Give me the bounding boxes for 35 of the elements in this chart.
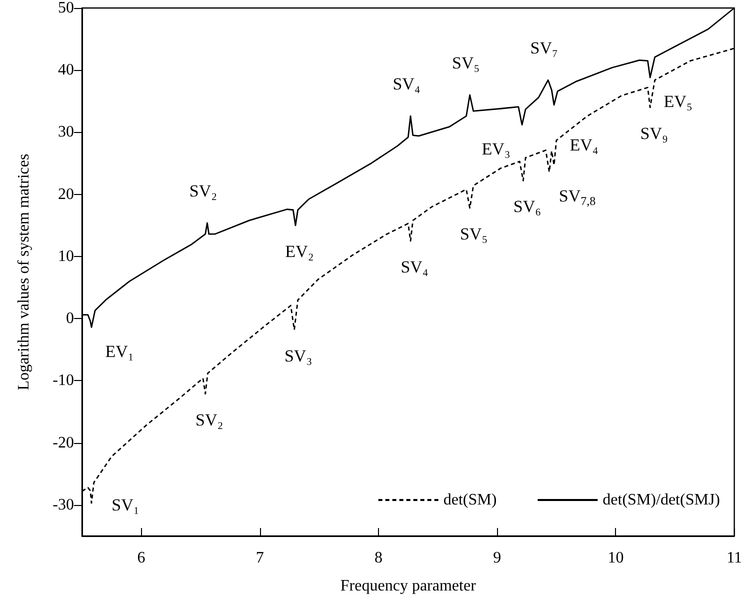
x-tick-label: 10 — [608, 550, 624, 566]
y-tick-label: -30 — [52, 496, 74, 514]
annotation: SV₅ — [452, 53, 480, 72]
y-tick-label: -10 — [52, 372, 74, 390]
annotation: EV₁ — [105, 342, 134, 361]
y-tick-label: 0 — [66, 310, 74, 328]
annotation: SV₂ — [196, 410, 224, 430]
y-tick-label: -20 — [52, 434, 74, 452]
annotation: SV₇ — [530, 38, 558, 58]
annotation: SV₄ — [392, 74, 420, 94]
x-axis-title: Frequency parameter — [340, 578, 477, 594]
x-tick-label: 7 — [256, 550, 264, 566]
x-tick-label: 9 — [493, 550, 502, 566]
y-tick-label: 20 — [58, 186, 74, 203]
y-tick-label: 40 — [58, 62, 74, 79]
annotation: SV₄ — [400, 257, 428, 276]
annotation: EV₂ — [285, 242, 314, 261]
legend-label: det(SM) — [443, 492, 497, 508]
x-tick-label: 11 — [726, 550, 742, 566]
annotation: SV₃ — [284, 346, 312, 366]
annotation: EV₄ — [570, 135, 598, 154]
annotation: SV₆ — [513, 197, 542, 216]
annotation: EV₅ — [664, 92, 692, 112]
y-axis-title: Logarithm values of system matrices — [16, 154, 32, 390]
annotation: SV₅ — [460, 224, 488, 244]
annotation: SV₉ — [640, 124, 668, 143]
annotation: EV₃ — [482, 139, 510, 158]
annotation: SV₁ — [112, 496, 140, 515]
x-tick-label: 6 — [137, 550, 146, 566]
y-tick-label: 50 — [58, 0, 74, 16]
legend-label: det(SM)/det(SMJ) — [602, 492, 720, 508]
x-tick-label: 8 — [374, 550, 382, 566]
y-tick-label: 30 — [58, 124, 74, 141]
annotation: SV₂ — [189, 181, 218, 200]
y-tick-label: 10 — [58, 248, 74, 265]
